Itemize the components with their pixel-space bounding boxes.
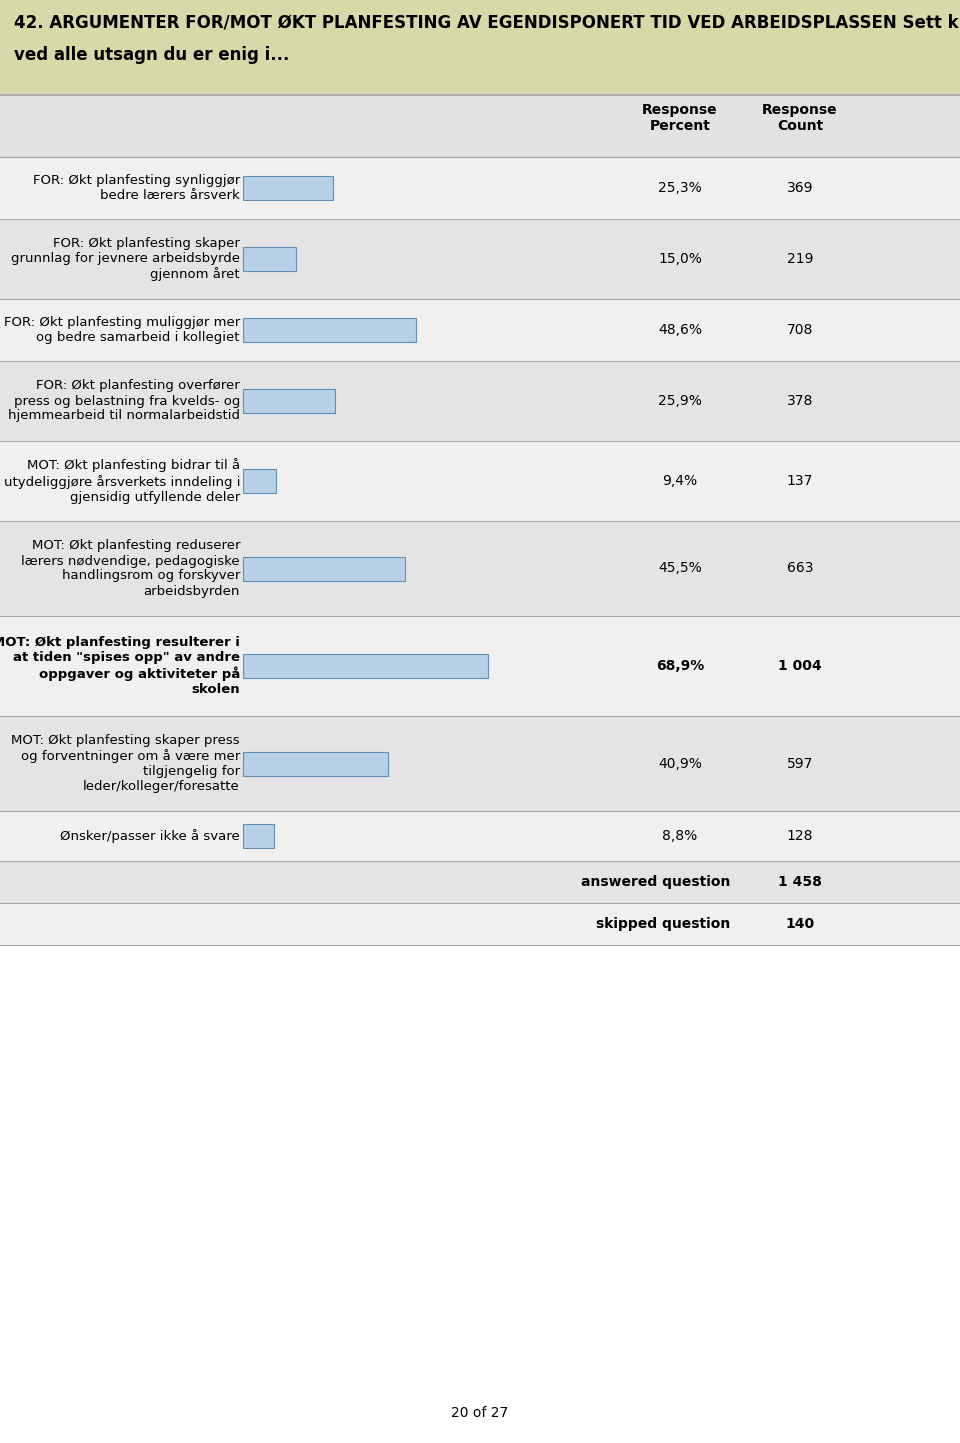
- Bar: [0, 521, 960, 616]
- Text: 369: 369: [787, 180, 813, 195]
- Text: 9,4%: 9,4%: [662, 473, 698, 488]
- Bar: [0, 157, 960, 219]
- Text: skipped question: skipped question: [596, 916, 730, 931]
- Text: MOT: Økt planfesting reduserer
lærers nødvendige, pedagogiske
handlingsrom og fo: MOT: Økt planfesting reduserer lærers nø…: [21, 540, 240, 597]
- Text: 25,3%: 25,3%: [659, 180, 702, 195]
- Bar: [0, 0, 960, 95]
- Text: answered question: answered question: [581, 874, 730, 889]
- Bar: [0, 861, 960, 903]
- Text: FOR: Økt planfesting synliggjør
bedre lærers årsverk: FOR: Økt planfesting synliggjør bedre læ…: [33, 175, 240, 202]
- Bar: [243, 557, 404, 580]
- Text: MOT: Økt planfesting resulterer i
at tiden "spises opp" av andre
oppgaver og akt: MOT: Økt planfesting resulterer i at tid…: [0, 636, 240, 696]
- Text: MOT: Økt planfesting bidrar til å
utydeliggjøre årsverkets inndeling i
gjensidig: MOT: Økt planfesting bidrar til å utydel…: [4, 459, 240, 504]
- Bar: [243, 654, 488, 678]
- Text: 140: 140: [785, 916, 815, 931]
- Bar: [0, 616, 960, 716]
- Text: 45,5%: 45,5%: [659, 561, 702, 576]
- Text: Response
Percent: Response Percent: [642, 102, 718, 133]
- Text: 378: 378: [787, 394, 813, 408]
- Text: 128: 128: [787, 828, 813, 843]
- Text: 708: 708: [787, 323, 813, 338]
- Text: FOR: Økt planfesting muliggjør mer
og bedre samarbeid i kollegiet: FOR: Økt planfesting muliggjør mer og be…: [4, 316, 240, 343]
- Text: 8,8%: 8,8%: [662, 828, 698, 843]
- Text: 597: 597: [787, 756, 813, 771]
- Bar: [243, 390, 335, 413]
- Bar: [0, 716, 960, 811]
- Text: 137: 137: [787, 473, 813, 488]
- Text: 219: 219: [787, 253, 813, 266]
- Bar: [243, 317, 416, 342]
- Text: 68,9%: 68,9%: [656, 659, 704, 672]
- Text: FOR: Økt planfesting overfører
press og belastning fra kvelds- og
hjemmearbeid t: FOR: Økt planfesting overfører press og …: [8, 380, 240, 423]
- Text: 15,0%: 15,0%: [658, 253, 702, 266]
- Bar: [243, 247, 297, 271]
- Bar: [243, 469, 276, 494]
- Bar: [0, 811, 960, 861]
- Bar: [0, 361, 960, 442]
- Bar: [0, 219, 960, 299]
- Text: 1 004: 1 004: [779, 659, 822, 672]
- Text: FOR: Økt planfesting skaper
grunnlag for jevnere arbeidsbyrde
gjennom året: FOR: Økt planfesting skaper grunnlag for…: [11, 237, 240, 281]
- Text: 42. ARGUMENTER FOR/MOT ØKT PLANFESTING AV EGENDISPONERT TID VED ARBEIDSPLASSEN S: 42. ARGUMENTER FOR/MOT ØKT PLANFESTING A…: [14, 14, 960, 32]
- Text: 20 of 27: 20 of 27: [451, 1405, 509, 1420]
- Bar: [243, 752, 388, 775]
- Bar: [0, 442, 960, 521]
- Text: Ønsker/passer ikke å svare: Ønsker/passer ikke å svare: [60, 830, 240, 843]
- Bar: [0, 95, 960, 157]
- Text: 40,9%: 40,9%: [658, 756, 702, 771]
- Bar: [243, 176, 333, 201]
- Bar: [0, 903, 960, 945]
- Text: ved alle utsagn du er enig i...: ved alle utsagn du er enig i...: [14, 46, 289, 63]
- Text: 48,6%: 48,6%: [658, 323, 702, 338]
- Bar: [243, 824, 275, 848]
- Text: MOT: Økt planfesting skaper press
og forventninger om å være mer
tilgjengelig fo: MOT: Økt planfesting skaper press og for…: [12, 734, 240, 794]
- Text: 1 458: 1 458: [778, 874, 822, 889]
- Text: 25,9%: 25,9%: [658, 394, 702, 408]
- Text: 663: 663: [787, 561, 813, 576]
- Bar: [0, 299, 960, 361]
- Text: Response
Count: Response Count: [762, 102, 838, 133]
